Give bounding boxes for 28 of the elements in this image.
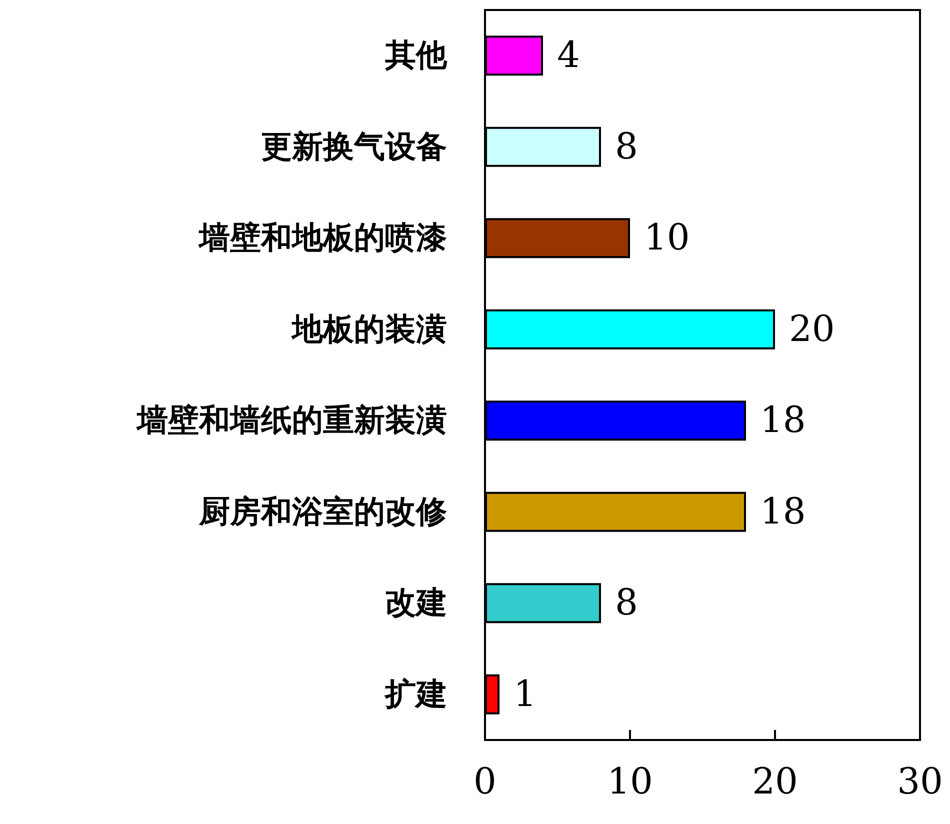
- data-label: 4: [557, 35, 580, 76]
- y-tick-label: 更新换气设备: [261, 128, 447, 165]
- data-label: 8: [615, 582, 638, 624]
- y-tick-label: 地板的装潢: [290, 311, 447, 348]
- data-label: 20: [789, 308, 835, 350]
- data-label: 18: [760, 491, 806, 532]
- y-tick-label: 墙壁和墙纸的重新装潢: [135, 402, 447, 439]
- bar: [485, 126, 601, 167]
- x-tick-label: 30: [897, 762, 943, 802]
- data-label: 8: [615, 126, 638, 168]
- y-tick-label: 改建: [385, 585, 447, 622]
- bar: [485, 583, 601, 624]
- bar: [485, 309, 775, 350]
- y-tick-label: 其他: [384, 38, 448, 74]
- bar: [485, 674, 500, 714]
- data-label: 18: [760, 400, 806, 442]
- data-label: 1: [514, 674, 536, 715]
- x-tick-label: 10: [607, 762, 653, 802]
- bar: [485, 492, 746, 532]
- bar: [485, 218, 630, 258]
- y-tick-label: 墙壁和地板的喷漆: [197, 220, 447, 256]
- y-tick-label: 厨房和浴室的改修: [198, 494, 447, 530]
- bar: [485, 400, 746, 441]
- x-tick-label: 0: [474, 762, 496, 802]
- data-label: 10: [644, 218, 690, 259]
- x-tick-label: 20: [752, 762, 798, 802]
- y-tick-label: 扩建: [384, 676, 447, 712]
- bar: [485, 36, 543, 76]
